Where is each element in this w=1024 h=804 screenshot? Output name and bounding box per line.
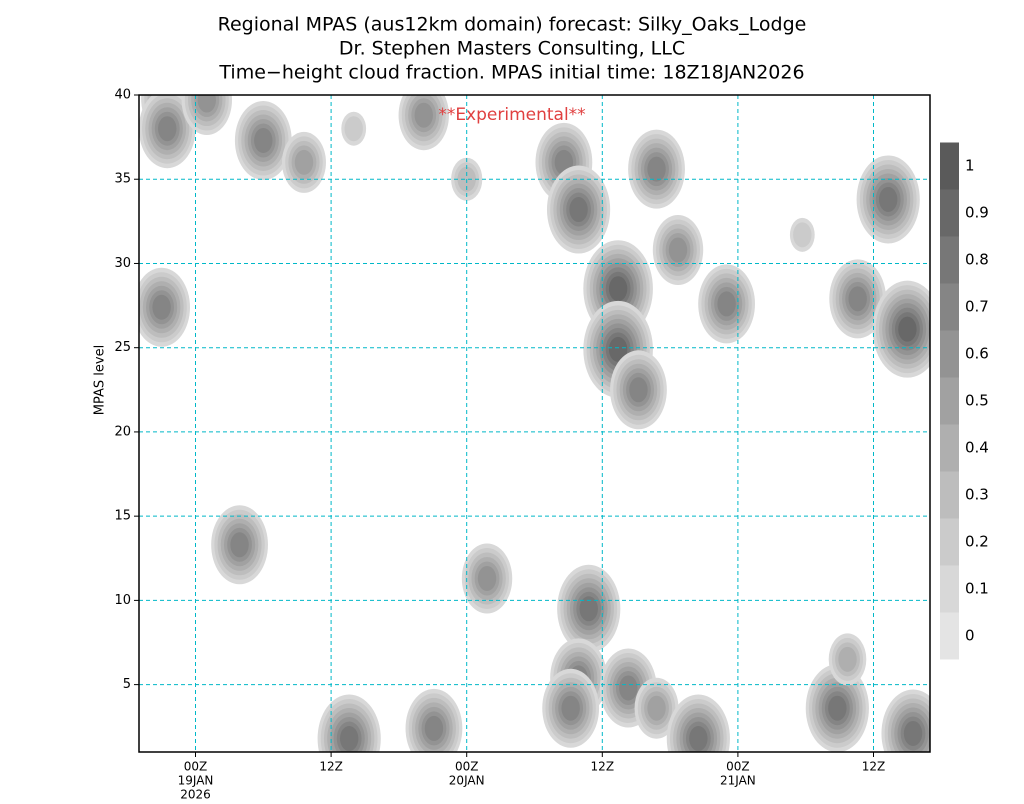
colorbar-swatch (940, 518, 959, 566)
colorbar-swatch (940, 330, 959, 378)
colorbar-swatch (940, 236, 959, 284)
cloud-core (579, 596, 598, 622)
x-tick-label: 00Z (184, 760, 208, 774)
cloud-core (898, 316, 917, 342)
y-tick-label: 20 (114, 424, 131, 439)
cloud-core (878, 186, 898, 212)
colorbar-swatch (940, 565, 959, 613)
colorbar-label: 0.6 (965, 345, 989, 363)
y-axis-label: MPAS level (93, 345, 108, 415)
colorbar-label: 0.3 (965, 486, 989, 504)
cloud-core (561, 695, 580, 721)
y-tick-label: 15 (114, 509, 131, 524)
cloud-core (689, 726, 708, 752)
colorbar-swatch (940, 142, 959, 190)
colorbar-label: 1 (965, 157, 975, 175)
colorbar-swatch (940, 283, 959, 331)
cloud-core (477, 565, 497, 591)
cloud-core (414, 102, 433, 128)
cloud-core (152, 294, 171, 320)
x-tick-label: 21JAN (720, 774, 756, 788)
cloud-core (828, 695, 847, 721)
x-tick-label: 2026 (180, 788, 211, 801)
y-tick-label: 10 (114, 593, 131, 608)
x-tick-label: 12Z (319, 760, 343, 774)
cloud-core (619, 675, 638, 701)
y-tick-label: 25 (114, 340, 131, 355)
x-tick-label: 12Z (591, 760, 615, 774)
cloud-core (838, 646, 857, 672)
colorbar-label: 0.1 (965, 580, 989, 598)
colorbar-swatch (940, 189, 959, 237)
colorbar-label: 0 (965, 627, 975, 645)
cloud-core (903, 720, 923, 746)
plot-area (139, 95, 930, 752)
cloud-core (793, 222, 812, 248)
colorbar-label: 0.8 (965, 251, 989, 269)
cloud-core (848, 286, 867, 312)
y-tick-label: 40 (114, 88, 131, 103)
colorbar-swatch (940, 471, 959, 519)
colorbar-label: 0.9 (965, 204, 989, 222)
cloud-core (344, 116, 363, 142)
cloud-core (668, 237, 688, 263)
colorbar-swatch (940, 424, 959, 472)
cloud-core (424, 715, 444, 741)
y-tick-label: 5 (123, 677, 131, 692)
y-tick-label: 30 (114, 256, 131, 271)
cloud-core (294, 149, 314, 175)
annotation: **Experimental** (438, 105, 585, 125)
cloud-core (569, 197, 588, 223)
x-tick-label: 00Z (455, 760, 479, 774)
cloud-core (647, 156, 666, 182)
cloud-core (608, 336, 628, 362)
x-tick-label: 19JAN (178, 774, 214, 788)
cloud-core (608, 276, 628, 302)
cloud-core (339, 726, 359, 752)
x-tick-label: 00Z (726, 760, 750, 774)
cloud-core (254, 127, 273, 153)
chart-subtitle: Dr. Stephen Masters Consulting, LLC (339, 38, 685, 60)
colorbar-label: 0.5 (965, 392, 989, 410)
y-tick-label: 35 (114, 172, 131, 187)
x-tick-label: 20JAN (449, 774, 485, 788)
colorbar-label: 0.4 (965, 439, 989, 457)
cloud-core (647, 695, 666, 721)
chart-title: Regional MPAS (aus12km domain) forecast:… (218, 14, 807, 36)
x-tick-label: 12Z (862, 760, 886, 774)
cloud-core (629, 377, 648, 403)
cloud-core (717, 291, 736, 317)
cloud-core (197, 95, 216, 113)
colorbar-swatch (940, 377, 959, 425)
colorbar-swatch (940, 612, 959, 660)
cloud-core (230, 532, 249, 558)
chart-subtitle: Time−height cloud fraction. MPAS initial… (218, 62, 804, 84)
cloud-core (158, 116, 177, 142)
colorbar-label: 0.7 (965, 298, 989, 316)
plot-frame (138, 94, 931, 753)
colorbar-label: 0.2 (965, 533, 989, 551)
